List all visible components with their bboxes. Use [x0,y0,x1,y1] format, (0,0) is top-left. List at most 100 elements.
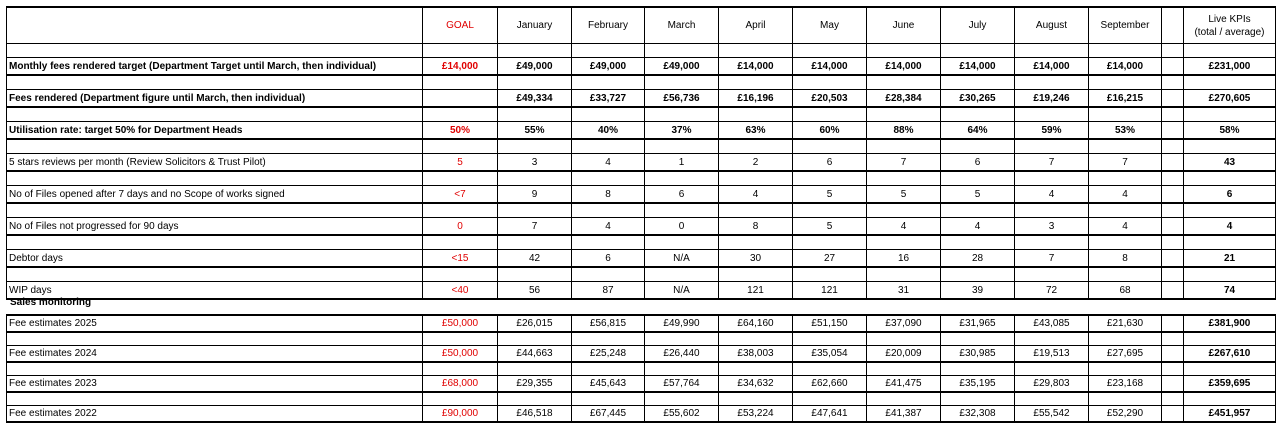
spacer-cell [792,75,867,90]
spacer-cell [497,171,572,186]
sales-table: Fee estimates 2025 £50,000 £26,015 £56,815 £… [6,314,1276,423]
spacer-cell [1183,392,1276,406]
kpi-label: 5 stars reviews per month (Review Solici… [6,153,423,172]
sales-goal: £50,000 [422,345,498,363]
kpi-row: 5 stars reviews per month (Review Solici… [6,153,1276,172]
spacer-cell [1014,235,1089,250]
spacer-cell [571,392,645,406]
sales-value: £35,054 [792,345,867,363]
kpi-value: 4 [571,153,645,172]
kpi-value: 5 [792,185,867,204]
spacer-cell [1183,235,1276,250]
spacer-row [6,203,1276,218]
sales-value: £57,764 [644,375,719,393]
kpi-value: 30 [718,249,793,268]
spacer-cell [644,139,719,154]
month-header-april: April [718,6,793,44]
kpi-row: Monthly fees rendered target (Department… [6,57,1276,76]
month-header-august: August [1014,6,1089,44]
spacer-cell [6,267,423,282]
spacer-cell [718,392,793,406]
spacer-cell [718,139,793,154]
sales-total: £267,610 [1183,345,1276,363]
spacer-row [6,171,1276,186]
spacer-cell [1161,314,1184,333]
kpi-value: £49,000 [644,57,719,76]
spacer-cell [940,235,1015,250]
sales-value: £55,542 [1014,405,1089,423]
sales-value: £29,803 [1014,375,1089,393]
spacer-cell [866,75,941,90]
sales-value: £26,440 [644,345,719,363]
spacer-cell [1183,75,1276,90]
spacer-cell [497,139,572,154]
kpi-value: 31 [866,281,941,300]
kpi-value: £14,000 [866,57,941,76]
spacer-cell [866,107,941,122]
spacer-cell [1161,405,1184,423]
kpi-value: 6 [940,153,1015,172]
spacer-row [6,332,1276,346]
kpi-value: 3 [497,153,572,172]
sales-value: £32,308 [940,405,1015,423]
spacer-cell [497,75,572,90]
sales-value: £27,695 [1088,345,1162,363]
spacer-cell [1088,267,1162,282]
spacer-cell [644,75,719,90]
kpi-row: Utilisation rate: target 50% for Departm… [6,121,1276,140]
sales-value: £30,985 [940,345,1015,363]
spacer-cell [940,203,1015,218]
spacer-cell [1183,332,1276,346]
spacer-cell [718,43,793,58]
sales-label: Fee estimates 2024 [6,345,423,363]
spacer-cell [1161,362,1184,376]
spacer-cell [571,171,645,186]
kpi-value: £30,265 [940,89,1015,108]
kpi-row: WIP days <40 56 87 N/A 121 121 31 39 72 68 74 [6,281,1276,300]
spacer-cell [1183,107,1276,122]
spacer-cell [644,362,719,376]
kpi-value: £20,503 [792,89,867,108]
kpi-value: 39 [940,281,1015,300]
spacer-cell [1161,107,1184,122]
spacer-cell [1161,267,1184,282]
spacer-cell [1161,249,1184,268]
sales-value: £41,475 [866,375,941,393]
kpi-value: 5 [792,217,867,236]
sales-goal: £50,000 [422,314,498,333]
kpi-goal: <40 [422,281,498,300]
sales-label: Fee estimates 2025 [6,314,423,333]
spacer-cell [718,171,793,186]
month-header-june: June [866,6,941,44]
spacer-cell [940,171,1015,186]
kpi-value: 5 [866,185,941,204]
spacer-cell [6,43,423,58]
live-kpis-subtitle: (total / average) [1194,26,1265,38]
kpi-value: 56 [497,281,572,300]
kpi-value: 4 [1014,185,1089,204]
spacer-cell [866,235,941,250]
spacer-cell [1161,235,1184,250]
kpi-goal [422,89,498,108]
spacer-cell [1183,171,1276,186]
sales-goal: £90,000 [422,405,498,423]
sales-value: £46,518 [497,405,572,423]
spacer-cell [940,43,1015,58]
kpi-label: Fees rendered (Department figure until M… [6,89,423,108]
kpi-value: 55% [497,121,572,140]
sales-value: £49,990 [644,314,719,333]
spacer-cell [6,171,423,186]
spacer-cell [792,332,867,346]
kpi-value: N/A [644,249,719,268]
spacer-cell [1161,281,1184,300]
kpi-goal: 0 [422,217,498,236]
kpi-total: 21 [1183,249,1276,268]
spacer-cell [6,203,423,218]
sales-value: £20,009 [866,345,941,363]
spacer-row [6,392,1276,406]
kpi-value: 8 [1088,249,1162,268]
spacer-cell [422,392,498,406]
spacer-cell [1183,362,1276,376]
sales-value: £64,160 [718,314,793,333]
kpi-label: Utilisation rate: target 50% for Departm… [6,121,423,140]
